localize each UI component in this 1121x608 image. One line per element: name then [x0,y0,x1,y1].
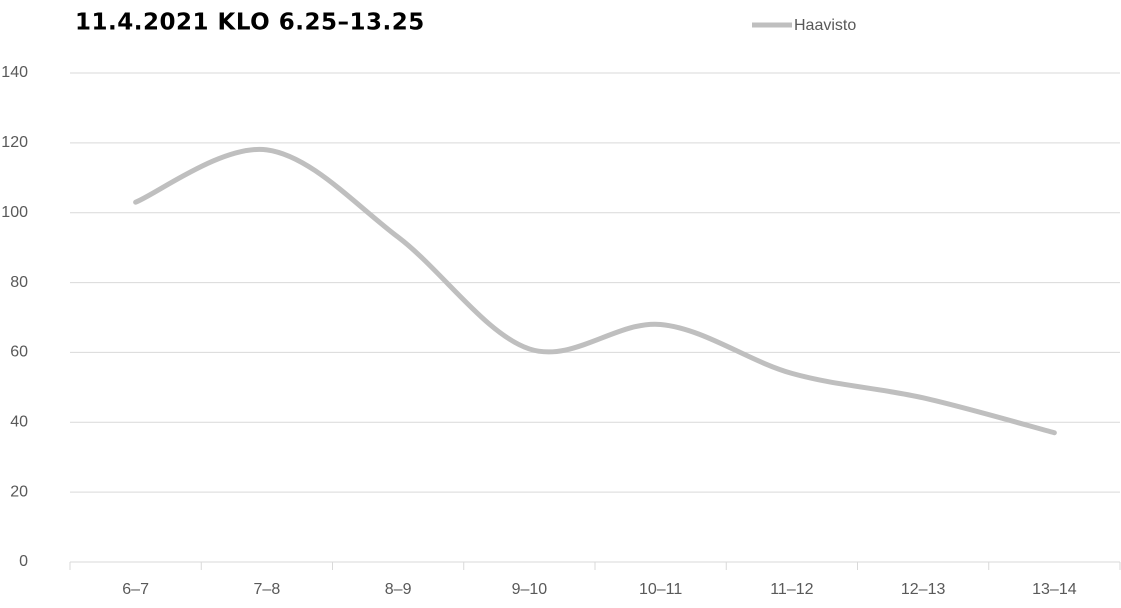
y-tick-label: 80 [10,274,28,291]
y-tick-label: 120 [1,134,28,151]
y-tick-label: 40 [10,414,28,431]
x-tick-label: 12–13 [901,581,946,598]
x-tick-label: 10–11 [639,581,682,598]
x-tick-label: 7–8 [254,581,281,598]
chart-title: 11.4.2021 KLO 6.25–13.25 [75,10,425,36]
y-tick-label: 100 [1,204,28,221]
x-tick-label: 13–14 [1032,581,1077,598]
x-tick-label: 8–9 [385,581,412,598]
x-tick-label: 11–12 [770,581,813,598]
series-line [133,146,1057,436]
y-tick-label: 0 [19,553,28,570]
y-tick-label: 140 [1,64,28,81]
y-tick-label: 60 [10,344,28,361]
y-tick-label: 20 [10,483,28,500]
legend-label: Haavisto [794,17,856,34]
x-tick-label: 6–7 [122,581,149,598]
x-tick-label: 9–10 [512,581,548,598]
